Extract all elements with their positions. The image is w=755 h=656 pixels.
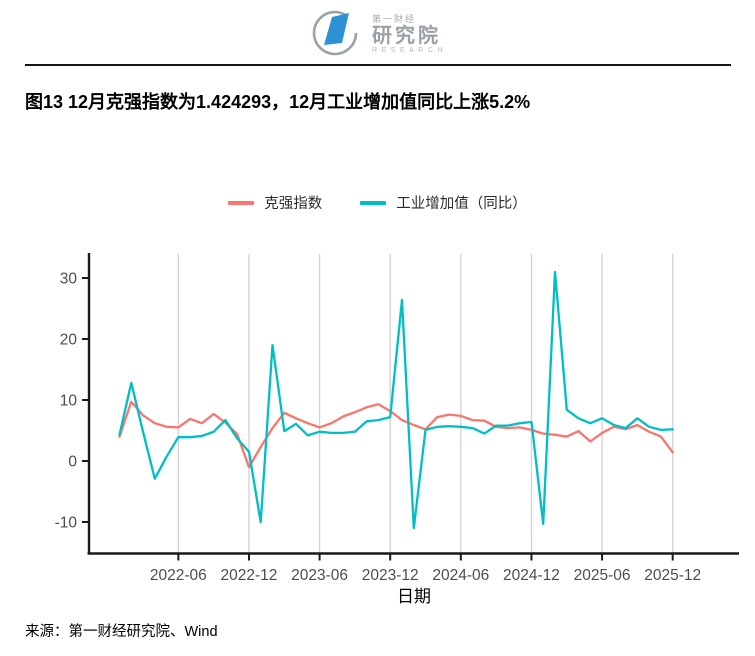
y-tick-label: 30 [60, 271, 78, 288]
y-tick-label: -10 [55, 515, 78, 532]
x-tick-label: 2025-12 [644, 567, 701, 584]
logo-text: 第一财经 研究院 RESEARCH [372, 5, 447, 61]
source-note: 来源：第一财经研究院、Wind [25, 624, 218, 640]
series-line-keqiang [118, 400, 674, 469]
logo-line1: 第一财经 [372, 14, 417, 24]
logo-circle [312, 10, 358, 56]
x-tick-label: 2023-12 [362, 567, 419, 584]
logo-line2: 研究院 [372, 25, 442, 47]
x-tick-label: 2025-06 [574, 567, 631, 584]
logo-parallelogram [324, 13, 350, 45]
x-tick-label: 2023-06 [291, 567, 348, 584]
legend-item-iva: 工业增加值（同比） [360, 192, 527, 213]
chart-legend: 克强指数 工业增加值（同比） [0, 192, 755, 213]
x-tick-label: 2024-12 [503, 567, 560, 584]
y-tick-label: 10 [60, 393, 78, 410]
y-tick-label: 0 [68, 454, 77, 471]
legend-item-keqiang: 克强指数 [228, 192, 322, 213]
series-line-iva [118, 270, 674, 530]
legend-label-keqiang: 克强指数 [264, 196, 323, 212]
divider-line [25, 64, 731, 66]
logo-line3: RESEARCH [372, 47, 447, 54]
legend-label-iva: 工业增加值（同比） [396, 196, 527, 212]
line-chart: 2022-06 2022-12 2023-06 2023-12 2024-06 2024-… [55, 253, 739, 606]
x-tick-label: 2022-06 [150, 567, 207, 584]
figure-title: 图13 12月克强指数为1.424293，12月工业增加值同比上涨5.2% [25, 92, 531, 112]
x-axis-title: 日期 [397, 587, 431, 606]
logo-mark-icon [312, 10, 358, 56]
y-tick-label: 20 [60, 332, 78, 349]
legend-key-keqiang [228, 200, 255, 205]
logo: 第一财经 研究院 RESEARCH [0, 5, 755, 61]
x-tick-label: 2022-12 [221, 567, 278, 584]
x-tick-label: 2024-06 [432, 567, 489, 584]
legend-key-iva [360, 200, 387, 205]
